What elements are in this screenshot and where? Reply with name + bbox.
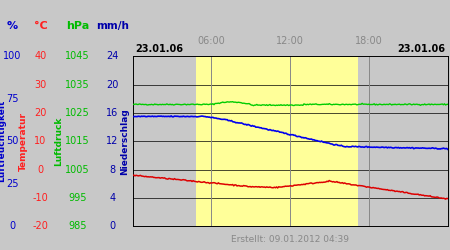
Text: 12: 12 [106, 136, 119, 146]
Text: 1045: 1045 [65, 51, 90, 61]
Text: 20: 20 [34, 108, 47, 118]
Text: 30: 30 [34, 80, 47, 90]
Text: 24: 24 [106, 51, 119, 61]
Text: 16: 16 [106, 108, 119, 118]
Text: 1025: 1025 [65, 108, 90, 118]
Text: 985: 985 [68, 221, 87, 231]
Text: -10: -10 [32, 193, 49, 203]
Text: -20: -20 [32, 221, 49, 231]
Text: 20: 20 [106, 80, 119, 90]
Text: 18:00: 18:00 [355, 36, 383, 46]
Text: 0: 0 [109, 221, 116, 231]
Text: Luftdruck: Luftdruck [54, 116, 63, 166]
Text: 0: 0 [9, 221, 16, 231]
Text: 50: 50 [6, 136, 19, 146]
Text: °C: °C [34, 21, 47, 31]
Text: 4: 4 [109, 193, 116, 203]
Bar [196, 56, 359, 226]
Text: 995: 995 [68, 193, 87, 203]
Text: 23.01.06: 23.01.06 [397, 44, 446, 54]
Text: 40: 40 [34, 51, 47, 61]
Text: 0: 0 [37, 164, 44, 174]
Text: %: % [7, 21, 18, 31]
Text: 06:00: 06:00 [198, 36, 225, 46]
Text: 100: 100 [4, 51, 22, 61]
Text: hPa: hPa [66, 21, 89, 31]
Text: 25: 25 [6, 179, 19, 189]
Text: 10: 10 [34, 136, 47, 146]
Text: Luftfeuchtigkeit: Luftfeuchtigkeit [0, 100, 6, 182]
Text: 8: 8 [109, 164, 116, 174]
Text: Temperatur: Temperatur [19, 112, 28, 171]
Text: 1015: 1015 [65, 136, 90, 146]
Text: 1035: 1035 [65, 80, 90, 90]
Text: 75: 75 [6, 94, 19, 104]
Text: 12:00: 12:00 [276, 36, 304, 46]
Text: mm/h: mm/h [96, 21, 129, 31]
Text: Niederschlag: Niederschlag [120, 108, 129, 174]
Text: 23.01.06: 23.01.06 [135, 44, 183, 54]
Text: Erstellt: 09.01.2012 04:39: Erstellt: 09.01.2012 04:39 [231, 235, 349, 244]
Text: 1005: 1005 [65, 164, 90, 174]
